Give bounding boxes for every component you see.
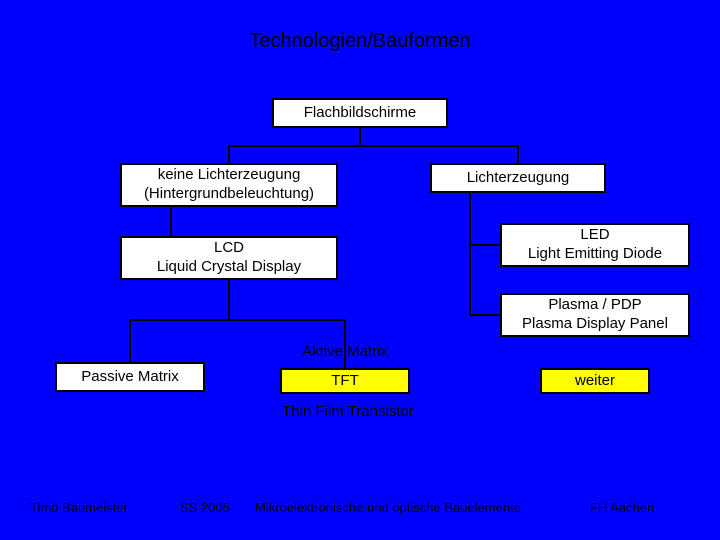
slide-root: Technologien/Bauformen Flachbildschirme … <box>0 0 720 540</box>
node-passive-matrix: Passive Matrix <box>55 362 205 392</box>
connector-lines <box>0 0 720 540</box>
footer-term: SS 2005 <box>180 500 230 515</box>
footer-school: FH Aachen <box>590 500 654 515</box>
label-aktive-matrix: Aktive Matrix <box>280 343 410 360</box>
label-thin-film-transistor: Thin Film Transistor <box>268 403 428 420</box>
node-lcd: LCDLiquid Crystal Display <box>120 236 338 280</box>
node-keine-lichterzeugung: keine Lichterzeugung(Hintergrundbeleucht… <box>120 163 338 207</box>
node-weiter[interactable]: weiter <box>540 368 650 394</box>
node-flachbildschirme: Flachbildschirme <box>272 98 448 128</box>
node-plasma: Plasma / PDPPlasma Display Panel <box>500 293 690 337</box>
node-led: LEDLight Emitting Diode <box>500 223 690 267</box>
slide-title: Technologien/Bauformen <box>0 30 720 53</box>
footer-course: Mikroelektronische und optische Baueleme… <box>255 500 521 515</box>
node-lichterzeugung: Lichterzeugung <box>430 163 606 193</box>
node-tft[interactable]: TFT <box>280 368 410 394</box>
footer-author: Timo Baumeister <box>30 500 128 515</box>
